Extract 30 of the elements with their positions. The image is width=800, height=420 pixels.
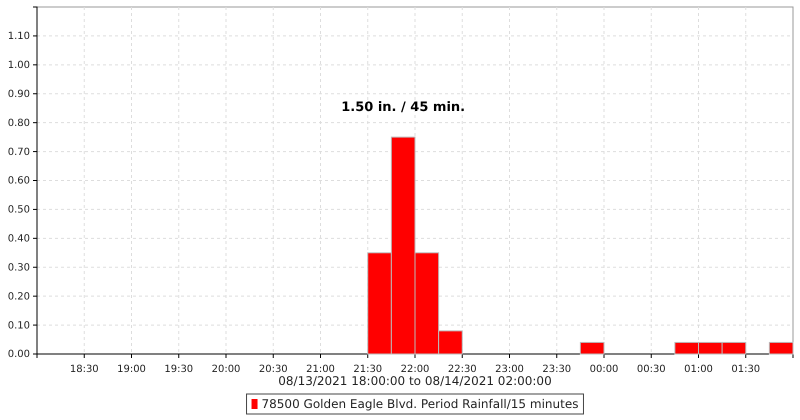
x-tick-label: 23:00 bbox=[495, 364, 524, 375]
y-tick-label: 1.00 bbox=[8, 60, 30, 72]
legend-label: 78500 Golden Eagle Blvd. Period Rainfall/15 minutes bbox=[262, 397, 578, 411]
y-tick-label: 0.30 bbox=[8, 262, 30, 274]
x-tick-label: 19:30 bbox=[164, 364, 194, 375]
x-tick-label: 19:00 bbox=[117, 364, 146, 375]
y-tick-label: 0.60 bbox=[8, 176, 30, 187]
x-tick-label: 01:00 bbox=[684, 364, 713, 375]
x-tick-label: 23:30 bbox=[542, 364, 572, 375]
y-tick-label: 0.80 bbox=[8, 118, 30, 129]
x-tick-label: 21:30 bbox=[353, 364, 382, 375]
x-tick-label: 20:30 bbox=[258, 364, 288, 375]
y-tick-label: 0.10 bbox=[8, 320, 30, 332]
x-tick-label: 22:00 bbox=[400, 364, 430, 375]
x-tick-label: 21:00 bbox=[306, 364, 335, 375]
x-tick-label: 20:00 bbox=[212, 364, 240, 375]
x-tick-label: 18:30 bbox=[70, 364, 99, 375]
y-tick-label: 0.50 bbox=[8, 204, 30, 216]
y-tick-label: 1.10 bbox=[8, 31, 30, 42]
x-tick-label: 00:30 bbox=[636, 364, 666, 375]
annotation: 1.50 in. / 45 min. bbox=[341, 100, 466, 116]
x-axis-title: 08/13/2021 18:00:00 to 08/14/2021 02:00:00 bbox=[278, 374, 552, 388]
y-tick-label: 0.20 bbox=[8, 291, 30, 302]
x-tick-label: 22:30 bbox=[448, 364, 477, 375]
y-tick-label: 0.90 bbox=[8, 88, 30, 100]
y-tick-label: 0.40 bbox=[8, 234, 30, 245]
x-tick-label: 01:30 bbox=[731, 364, 760, 375]
x-tick-label: 00:00 bbox=[590, 364, 618, 375]
y-tick-label: 0.00 bbox=[8, 349, 30, 360]
y-tick-label: 0.70 bbox=[8, 146, 30, 158]
